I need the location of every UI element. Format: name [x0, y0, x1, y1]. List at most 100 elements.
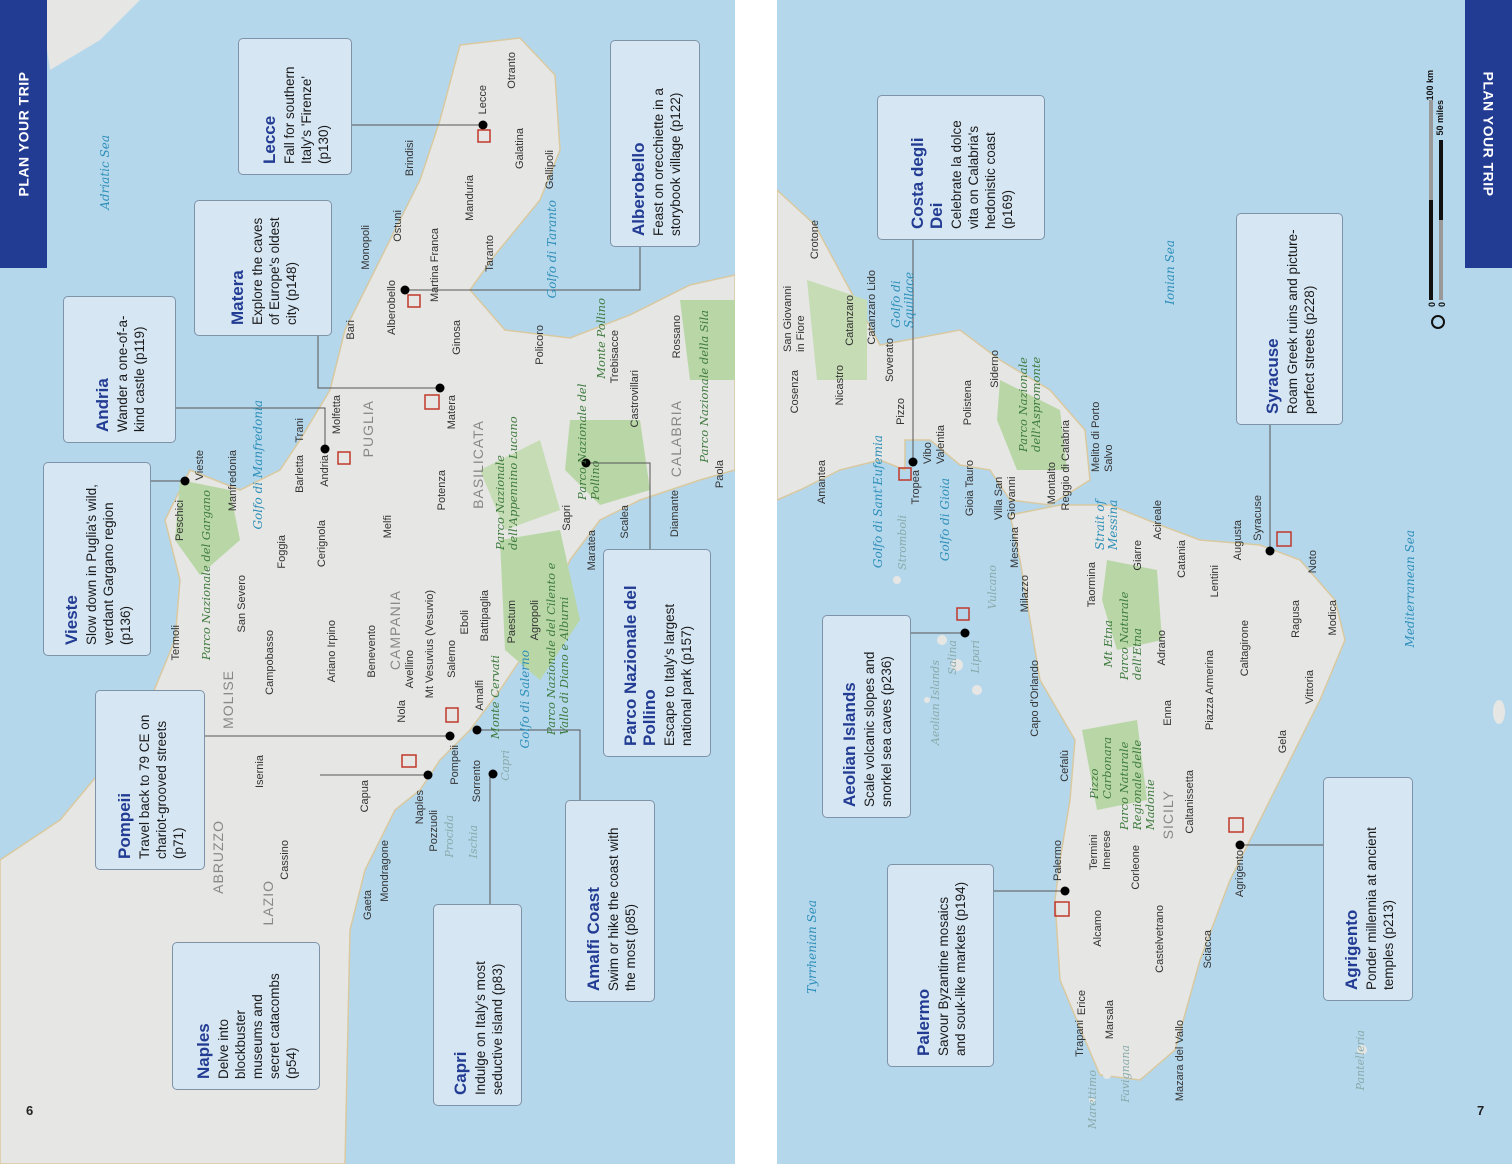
callout-costa-degli-dei: Costa degli Dei Celebrate la dolce vita o…	[877, 95, 1045, 240]
callout-text: Slow down in Puglia's wild, verdant Garg…	[84, 484, 133, 645]
map-right-svg	[777, 100, 1505, 1103]
place-label-golfo-di-manfredonia: Golfo di Manfredonia	[251, 400, 265, 530]
place-label-tropea: Tropea	[910, 470, 922, 505]
place-label-golfo-di-taranto: Golfo di Taranto	[545, 200, 559, 299]
attraction-icons	[337, 129, 491, 768]
callout-title: Andria	[93, 378, 112, 432]
place-label-agrigento: Agrigento	[1234, 850, 1246, 898]
place-label-agropoli: Agropoli	[529, 600, 541, 641]
attraction-icons	[898, 467, 1292, 917]
place-label-ionian-sea: Ionian Sea	[1163, 240, 1177, 305]
place-label-eboli: Eboli	[459, 610, 471, 635]
place-label-augusta: Augusta	[1232, 520, 1244, 561]
place-label-bari: Bari	[345, 320, 357, 340]
place-label-paestum: Paestum	[506, 600, 518, 644]
place-label-diamante: Diamante	[669, 490, 681, 538]
callout-naples: Naples Delve into blockbuster museums and…	[172, 942, 320, 1090]
park-sila	[680, 300, 735, 380]
place-label-parco-nazionale-della-sila: Parco Nazionale della Sila	[697, 310, 711, 463]
park-appennino-lucano	[480, 440, 560, 530]
place-label-siderno: Siderno	[989, 350, 1001, 388]
scale-miles-label: 50 miles	[1435, 100, 1445, 136]
location-markers	[908, 457, 1275, 896]
place-label-trani: Trani	[294, 418, 306, 443]
place-label-giarre: Giarre	[1132, 540, 1144, 571]
place-label-manfredonia: Manfredonia	[227, 450, 239, 512]
place-label-termoli: Termoli	[170, 625, 182, 661]
callout-title: Lecce	[260, 115, 279, 164]
place-label-monopoli: Monopoli	[360, 225, 372, 270]
place-label-trebisacce: Trebisacce	[609, 330, 621, 384]
callout-text: Celebrate la dolce vita on Calabria's he…	[949, 120, 1015, 229]
place-label-parco-nazionale-del-pollino: Parco Nazionale del Pollino	[575, 383, 602, 500]
place-label-aeolian-islands: Aeolian Islands	[929, 660, 942, 746]
callout-agrigento: Agrigento Ponder millennia at ancient tem…	[1323, 777, 1413, 1001]
place-label-soverato: Soverato	[884, 338, 896, 383]
leader-lines	[911, 240, 1323, 892]
callout-title: Parco Nazionale del Pollino	[621, 585, 659, 746]
callout-syracuse: Syracuse Roam Greek ruins and picture-per…	[1236, 213, 1343, 425]
place-label-vibo-valentia: Vibo Valentia	[922, 425, 947, 464]
place-label-gioia-tauro: Gioia Tauro	[964, 460, 976, 517]
place-label-campobasso: Campobasso	[264, 630, 276, 695]
place-label-calabria: CALABRIA	[668, 400, 684, 478]
place-label-marsala: Marsala	[1104, 1000, 1116, 1040]
callout-amalfi-coast: Amalfi Coast Swim or hike the coast with …	[565, 800, 655, 1002]
callout-palermo: Palermo Savour Byzantine mosaics and souk…	[887, 864, 994, 1067]
callout-text: Fall for southern Italy's 'Firenze' (p13…	[282, 66, 331, 164]
place-label-manduria: Manduria	[464, 175, 476, 221]
place-label-ischia: Ischia	[467, 825, 480, 859]
place-label-montalto: Montalto	[1046, 462, 1058, 505]
place-label-marettimo: Marettimo	[1086, 1070, 1099, 1130]
place-label-tyrrhenian-sea: Tyrrhenian Sea	[805, 900, 819, 994]
scale-km-label: 100 km	[1425, 70, 1435, 101]
islands	[893, 576, 1505, 1103]
map-left-svg	[0, 0, 735, 1164]
place-label-ariano-irpino: Ariano Irpino	[326, 620, 338, 683]
callout-title: Alberobello	[628, 142, 648, 236]
place-label-cassino: Cassino	[279, 840, 291, 880]
page-number-left: 6	[26, 1103, 34, 1118]
place-label-modica: Modica	[1327, 600, 1339, 636]
place-label-maratea: Maratea	[586, 530, 598, 571]
callout-title: Capri	[451, 1051, 470, 1095]
place-label-alberobello: Alberobello	[386, 280, 398, 336]
place-label-puglia: PUGLIA	[360, 400, 376, 458]
place-label-pizzo-carbonara: Pizzo Carbonara	[1087, 736, 1114, 799]
place-label-cerignola: Cerignola	[316, 520, 328, 568]
callout-text: Scale volcanic slopes and snorkel sea ca…	[862, 651, 894, 807]
place-label-mazara-del-vallo: Mazara del Vallo	[1174, 1020, 1186, 1102]
place-label-mt-vesuvius-vesuvio-: Mt Vesuvius (Vesuvio)	[424, 590, 436, 699]
place-label-procida: Procida	[443, 815, 456, 858]
park-madonie	[1082, 720, 1147, 810]
park-etna	[1102, 560, 1162, 650]
place-label-castrovillari: Castrovillari	[629, 370, 641, 428]
place-label-mediterranean-sea: Mediterranean Sea	[1403, 530, 1417, 648]
callout-text: Travel back to 79 CE on chariot-grooved …	[137, 714, 186, 859]
place-label-parco-nazionale-del-cilento-e-vallo-di-diano-e-alburni: Parco Nazionale del Cilento e Vallo di D…	[544, 562, 571, 735]
park-gargano	[175, 480, 240, 575]
callout-aeolian-islands: Aeolian Islands Scale volcanic slopes and…	[822, 615, 911, 818]
place-label-matera: Matera	[446, 395, 458, 430]
place-label-piazza-armerina: Piazza Armerina	[1204, 650, 1216, 731]
place-label-syracuse: Syracuse	[1252, 495, 1264, 541]
place-label-golfo-di-sant-eufemia: Golfo di Sant'Eufemia	[871, 435, 885, 569]
place-label-amantea: Amantea	[816, 460, 828, 505]
place-label-brindisi: Brindisi	[404, 140, 416, 177]
place-label-monte-cervati: Monte Cervati	[488, 655, 502, 739]
place-label-sapri: Sapri	[561, 505, 573, 531]
place-label-castelvetrano: Castelvetrano	[1154, 905, 1166, 973]
place-label-policoro: Policoro	[534, 325, 546, 365]
callout-text: Escape to Italy's largest national park …	[662, 603, 694, 746]
place-label-corleone: Corleone	[1130, 845, 1142, 890]
callout-alberobello: Alberobello Feast on orecchiette in a sto…	[610, 40, 700, 247]
place-label-messina: Messina	[1009, 527, 1021, 568]
callout-title: Costa degli Dei	[908, 137, 946, 229]
place-label-otranto: Otranto	[506, 52, 518, 89]
place-label-cosenza: Cosenza	[789, 370, 801, 414]
place-label-taranto: Taranto	[484, 235, 496, 272]
place-label-favignana: Favignana	[1119, 1045, 1132, 1103]
place-label-sicily: SICILY	[1160, 790, 1176, 840]
place-label-reggio-di-calabria: Reggio di Calabria	[1060, 420, 1072, 511]
place-label-ostuni: Ostuni	[392, 210, 404, 242]
